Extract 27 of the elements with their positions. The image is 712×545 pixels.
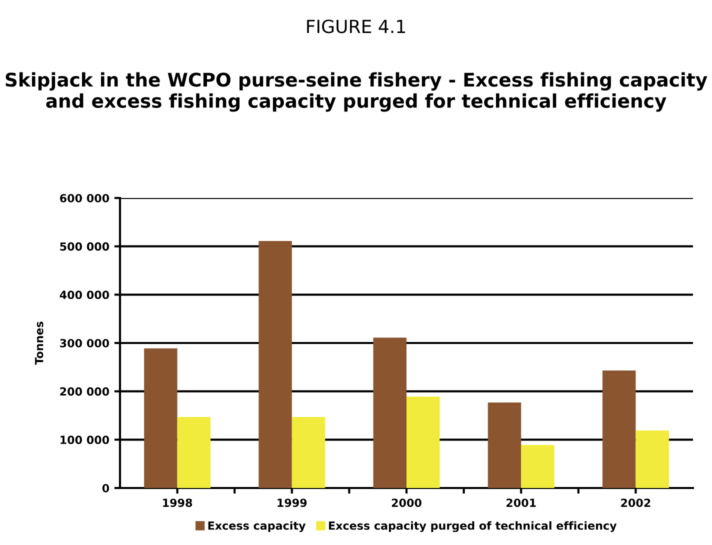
bar [602,370,636,488]
bar [292,416,326,488]
legend-label: Excess capacity purged of technical efficiency [329,521,617,532]
x-tick-label: 1999 [278,498,307,508]
bar [488,402,522,488]
bar [177,416,211,488]
x-tick-label: 1998 [163,498,192,508]
y-tick-label: 200 000 [60,387,110,396]
y-tick-label: 500 000 [60,242,110,251]
legend-label: Excess capacity [208,521,306,532]
bar [258,241,292,488]
bar [521,444,554,488]
x-tick-label: 2002 [621,498,650,508]
y-tick-label: 300 000 [60,338,110,348]
bar [636,430,669,488]
bar [373,338,406,488]
y-tick-label: 400 000 [60,290,110,300]
y-tick-label: 600 000 [60,194,110,202]
y-tick-label: 100 000 [60,436,110,444]
y-tick-label: 0 [102,484,110,492]
chart-title: FIGURE 4.1 [307,20,405,34]
chart-subtitle: Skipjack in the WCPO purse-seine fishery - Excess fishing capacity and excess fishing capacity purged for technical efficiency [6,72,708,112]
x-tick-label: 2001 [506,498,536,508]
x-tick-label: 2000 [392,498,422,508]
bar [144,348,178,488]
y-axis-title: Tonnes [35,322,44,365]
bar [406,396,440,488]
